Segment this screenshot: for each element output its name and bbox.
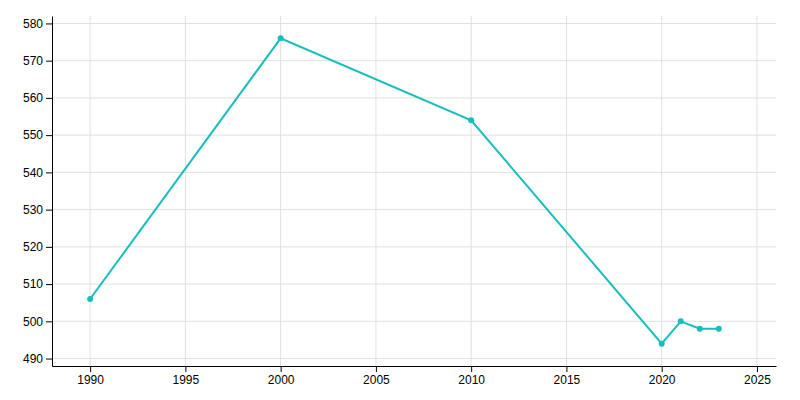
tick-label: 550 — [23, 128, 43, 142]
tick-label: 510 — [23, 277, 43, 291]
tick-label: 2025 — [744, 373, 771, 387]
tick-label: 2005 — [363, 373, 390, 387]
grid-line — [52, 97, 776, 98]
marker — [678, 318, 684, 324]
tick-mark — [46, 23, 52, 24]
grid-line — [52, 172, 776, 173]
tick-mark — [471, 366, 472, 372]
tick: 580 — [23, 17, 52, 31]
tick: 1995 — [173, 366, 200, 387]
chart: 1990 1995 2000 2005 2010 2015 2020 2025 490 500 51… — [0, 0, 800, 400]
grid-line — [90, 16, 91, 366]
grid-line — [52, 209, 776, 210]
tick-mark — [662, 366, 663, 372]
tick-label: 540 — [23, 166, 43, 180]
tick-mark — [46, 98, 52, 99]
grid-line — [661, 16, 662, 366]
tick-label: 520 — [23, 240, 43, 254]
tick-mark — [46, 359, 52, 360]
axis-line — [53, 366, 777, 367]
grid-line — [52, 284, 776, 285]
grid — [52, 16, 776, 366]
grid-line — [185, 16, 186, 366]
tick: 550 — [23, 128, 52, 142]
x-axis: 1990 1995 2000 2005 2010 2015 2020 2025 — [53, 366, 777, 387]
tick-mark — [46, 247, 52, 248]
tick: 2010 — [458, 366, 485, 387]
tick: 490 — [23, 352, 52, 366]
grid-line — [566, 16, 567, 366]
tick: 2025 — [744, 366, 771, 387]
tick-label: 530 — [23, 203, 43, 217]
tick-label: 500 — [23, 315, 43, 329]
tick-label: 580 — [23, 17, 43, 31]
tick-mark — [281, 366, 282, 372]
grid-line — [52, 23, 776, 24]
tick: 520 — [23, 240, 52, 254]
tick-label: 2010 — [458, 373, 485, 387]
grid-line — [756, 16, 757, 366]
grid-line — [52, 321, 776, 322]
tick: 2000 — [268, 366, 295, 387]
tick-mark — [46, 61, 52, 62]
tick-label: 2020 — [649, 373, 676, 387]
grid-line — [52, 135, 776, 136]
tick-label: 570 — [23, 54, 43, 68]
tick-mark — [757, 366, 758, 372]
line — [90, 38, 719, 343]
grid-line — [52, 358, 776, 359]
grid-line — [375, 16, 376, 366]
marker — [278, 35, 284, 41]
tick: 2020 — [649, 366, 676, 387]
tick-label: 2000 — [268, 373, 295, 387]
tick: 2005 — [363, 366, 390, 387]
tick-mark — [376, 366, 377, 372]
marker — [697, 326, 703, 332]
tick-mark — [46, 172, 52, 173]
tick-mark — [46, 210, 52, 211]
marker — [468, 117, 474, 123]
tick: 560 — [23, 91, 52, 105]
grid-line — [280, 16, 281, 366]
tick-mark — [185, 366, 186, 372]
tick-mark — [566, 366, 567, 372]
tick: 500 — [23, 315, 52, 329]
tick: 2015 — [554, 366, 581, 387]
tick-label: 2015 — [554, 373, 581, 387]
tick: 510 — [23, 277, 52, 291]
tick-label: 1990 — [77, 373, 104, 387]
tick-mark — [46, 321, 52, 322]
tick-mark — [46, 284, 52, 285]
marker — [87, 296, 93, 302]
tick-label: 1995 — [173, 373, 200, 387]
plot: 1990 1995 2000 2005 2010 2015 2020 2025 490 500 51… — [23, 16, 777, 387]
axis-line — [52, 17, 53, 367]
tick: 570 — [23, 54, 52, 68]
y-axis: 490 500 510 520 530 540 550 560 570 580 — [23, 17, 53, 367]
grid-line — [52, 60, 776, 61]
tick-mark — [46, 135, 52, 136]
grid-line — [471, 16, 472, 366]
marks — [87, 35, 722, 346]
marker — [716, 326, 722, 332]
tick-mark — [90, 366, 91, 372]
marker — [659, 341, 665, 347]
tick: 1990 — [77, 366, 104, 387]
tick-label: 560 — [23, 91, 43, 105]
tick-label: 490 — [23, 352, 43, 366]
tick: 530 — [23, 203, 52, 217]
grid-line — [52, 246, 776, 247]
tick: 540 — [23, 166, 52, 180]
